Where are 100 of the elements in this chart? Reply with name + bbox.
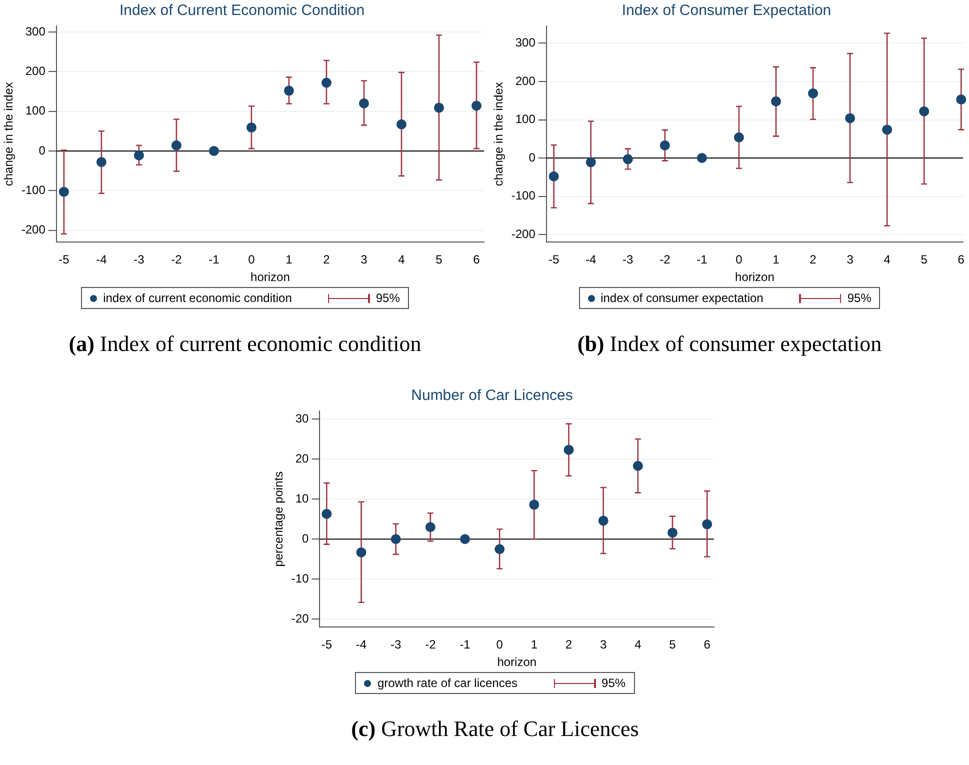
point <box>702 519 712 530</box>
chart-title: Index of Current Economic Condition <box>119 2 365 20</box>
x-tick-label: 2 <box>323 252 330 267</box>
x-tick-label: -3 <box>390 638 402 652</box>
x-tick-label: -1 <box>208 252 220 267</box>
x-axis-title: horizon <box>250 270 290 284</box>
text: (c) Growth Rate of Car Licences <box>350 716 640 742</box>
y-tick-label: -100 <box>21 182 46 197</box>
y-tick-label: 100 <box>515 112 536 126</box>
text: (a) Index of current economic condition <box>68 331 422 357</box>
x-axis-title: horizon <box>497 655 537 670</box>
point <box>284 86 294 96</box>
x-tick-label: -2 <box>660 252 671 267</box>
y-tick-label: 0 <box>38 143 46 158</box>
point <box>356 547 366 558</box>
point <box>208 146 219 156</box>
x-tick-label: 0 <box>496 638 504 652</box>
x-tick-label: 4 <box>634 638 642 652</box>
x-tick-label: -5 <box>321 638 332 652</box>
x-tick-label: 0 <box>248 252 256 267</box>
y-tick-label: 0 <box>302 531 310 546</box>
point <box>246 122 256 133</box>
x-tick-label: -1 <box>460 638 471 652</box>
x-tick-label: -4 <box>96 252 108 267</box>
point <box>548 171 559 182</box>
y-tick-label: 100 <box>25 104 46 118</box>
point <box>632 460 643 471</box>
point <box>58 186 69 197</box>
point <box>425 522 436 532</box>
point <box>358 98 369 108</box>
x-tick-label: 5 <box>920 252 928 267</box>
legend-label: index of consumer expectation <box>600 291 764 305</box>
x-tick-label: 2 <box>810 252 817 267</box>
point <box>586 157 596 168</box>
x-tick-label: 1 <box>530 638 538 652</box>
y-tick-label: 200 <box>25 64 46 78</box>
y-tick-label: -10 <box>291 571 310 586</box>
x-tick-label: -3 <box>622 252 634 267</box>
y-tick-label: -200 <box>511 226 536 241</box>
point <box>134 150 144 160</box>
point <box>529 500 540 510</box>
point <box>956 94 966 104</box>
legend-label: growth rate of car licences <box>377 676 518 690</box>
point <box>322 508 332 519</box>
x-tick-label: 6 <box>958 252 965 267</box>
text: 95% <box>376 291 400 305</box>
point <box>171 140 182 150</box>
y-tick-label: 300 <box>515 36 536 50</box>
y-tick-label: 200 <box>515 74 536 88</box>
point <box>919 106 930 116</box>
x-tick-label: 3 <box>360 252 368 267</box>
x-tick-label: 3 <box>846 252 854 267</box>
x-tick-label: 3 <box>600 638 607 652</box>
x-tick-label: -5 <box>548 252 560 267</box>
x-tick-label: 2 <box>565 638 572 652</box>
point <box>321 78 332 88</box>
point <box>96 157 106 168</box>
point <box>472 100 482 111</box>
text: (b) Index of consumer expectation <box>576 331 883 357</box>
x-tick-label: 1 <box>286 252 293 267</box>
x-tick-label: -1 <box>696 252 708 267</box>
x-tick-label: 6 <box>473 252 480 267</box>
point <box>660 140 670 150</box>
chart-title: Index of Consumer Expectation <box>622 2 832 20</box>
legend-label: index of current economic condition <box>103 291 292 305</box>
x-tick-label: 6 <box>704 638 711 652</box>
y-tick-label: 300 <box>25 24 46 38</box>
y-tick-label: -100 <box>511 188 536 203</box>
x-tick-label: -2 <box>171 252 182 267</box>
y-tick-label: 30 <box>295 411 310 426</box>
point <box>564 444 574 455</box>
y-tick-label: 20 <box>295 451 310 466</box>
point <box>622 154 633 164</box>
x-tick-label: -5 <box>58 252 70 267</box>
y-tick-label: 0 <box>528 150 536 164</box>
point <box>390 534 401 544</box>
point <box>668 528 678 538</box>
x-tick-label: 4 <box>884 252 891 267</box>
x-axis-title: horizon <box>735 270 774 284</box>
x-tick-label: -4 <box>356 638 367 652</box>
x-tick-label: 0 <box>736 252 743 267</box>
point <box>771 96 781 106</box>
point <box>845 113 856 124</box>
point <box>808 88 818 98</box>
point <box>494 544 505 554</box>
x-tick-label: 5 <box>669 638 676 652</box>
point <box>598 516 608 526</box>
point <box>434 102 444 113</box>
point <box>396 119 406 130</box>
y-axis-title: percentage points <box>272 471 286 567</box>
x-tick-label: 5 <box>436 252 443 267</box>
x-tick-label: 4 <box>398 252 406 267</box>
text: 95% <box>847 291 872 305</box>
y-tick-label: -20 <box>291 612 310 626</box>
point <box>460 534 470 544</box>
y-axis-title: change in the index <box>2 82 16 186</box>
y-tick-label: 10 <box>295 491 310 506</box>
point <box>696 153 707 164</box>
y-axis-title: change in the index <box>492 82 506 186</box>
x-tick-label: -3 <box>134 252 145 267</box>
